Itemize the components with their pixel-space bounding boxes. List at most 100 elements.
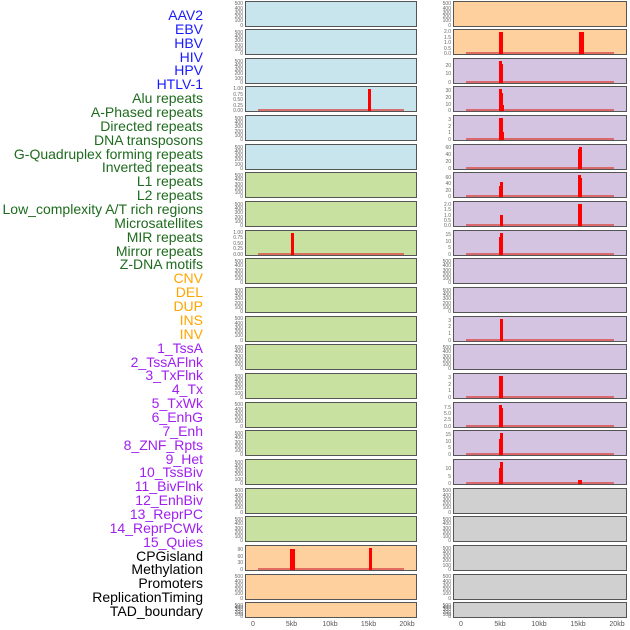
y-tick-label: 0 <box>448 394 451 401</box>
y-tick-label: 0 <box>240 595 243 602</box>
y-tick-label: 500 <box>234 173 243 180</box>
y-tick-label: 0 <box>448 337 451 344</box>
y-tick-label: 0 <box>448 566 451 573</box>
y-tick-label: 100 <box>234 333 243 340</box>
y-tick-label: 200 <box>234 128 243 135</box>
bar-mark <box>498 186 502 198</box>
y-tick-label: 100 <box>442 505 451 512</box>
y-tick-label: 400 <box>442 578 451 585</box>
track-panel <box>245 172 417 199</box>
y-tick-label: 15 <box>445 232 451 239</box>
y-tick-label: 200 <box>442 357 451 364</box>
track-label: HBV <box>174 34 203 51</box>
track-label: 2_TssAFlnk <box>130 353 203 370</box>
y-tick-label: 300 <box>442 496 451 503</box>
baseline-mark <box>465 52 615 55</box>
track-label: 4_Tx <box>171 381 203 398</box>
track-panel <box>245 458 417 485</box>
track-label: 12_EnhBiv <box>135 492 203 509</box>
track-panel <box>453 344 627 371</box>
track-label: Alu repeats <box>132 90 203 107</box>
y-tick-label: 300 <box>234 267 243 274</box>
y-tick-label: 0 <box>240 194 243 201</box>
baseline-mark <box>465 424 615 427</box>
bar-mark <box>498 439 502 456</box>
y-tick-label: 0 <box>240 394 243 401</box>
x-tick-label: 0 <box>251 621 255 628</box>
y-tick-label: 400 <box>234 463 243 470</box>
bar-mark <box>498 60 502 83</box>
y-tick-label: 1.0 <box>444 212 451 219</box>
baseline-mark <box>465 224 615 227</box>
bar-mark <box>498 404 502 427</box>
y-tick-label: 500 <box>234 1 243 8</box>
y-tick-label: 400 <box>234 177 243 184</box>
x-tick-label: 10kb <box>531 621 547 628</box>
y-tick-label: 400 <box>442 5 451 12</box>
y-tick-label: 500 <box>234 287 243 294</box>
y-tick-label: 100 <box>234 132 243 139</box>
y-tick-label: 0 <box>448 137 451 144</box>
y-tick-label: 500 <box>234 602 243 609</box>
bar-mark <box>498 89 502 112</box>
y-tick-label: 300 <box>234 210 243 217</box>
bar-mark <box>500 461 504 484</box>
y-tick-label: 2 <box>448 123 451 130</box>
y-tick-label: 300 <box>234 410 243 417</box>
y-tick-label: 0 <box>240 137 243 144</box>
y-tick-label: 300 <box>234 9 243 16</box>
y-tick-label: 100 <box>234 611 243 618</box>
track-panel <box>245 315 417 342</box>
y-tick-label: 200 <box>234 415 243 422</box>
track-label: 13_ReprPC <box>129 505 203 522</box>
y-tick-label: 400 <box>442 263 451 270</box>
y-tick-label: 300 <box>234 382 243 389</box>
y-tick-label: 0.0 <box>444 51 451 58</box>
y-tick-label: 500 <box>234 316 243 323</box>
bar-mark <box>290 548 294 570</box>
track-label: 9_Het <box>165 450 203 467</box>
track-panel <box>245 344 417 371</box>
y-tick-label: 0 <box>448 509 451 516</box>
track-panel <box>453 172 627 199</box>
y-tick-label: 300 <box>234 439 243 446</box>
y-tick-label: 0 <box>240 538 243 545</box>
track-panel <box>245 573 417 600</box>
y-tick-label: 1.0 <box>444 40 451 47</box>
track-panel <box>453 229 627 256</box>
track-panel <box>245 57 417 84</box>
y-tick-label: 0 <box>240 79 243 86</box>
x-tick-label: 10kb <box>322 621 338 628</box>
y-tick-label: 100 <box>234 46 243 53</box>
bar-mark <box>579 204 583 227</box>
bar-mark <box>498 237 502 255</box>
bar-mark <box>368 89 371 112</box>
track-label: HPV <box>174 62 203 79</box>
y-tick-label: 100 <box>234 448 243 455</box>
track-panel <box>453 430 627 457</box>
y-tick-label: 0 <box>240 165 243 172</box>
track-label: INV <box>179 325 203 342</box>
y-tick-label: 0 <box>448 595 451 602</box>
y-tick-label: 300 <box>234 67 243 74</box>
y-tick-label: 40 <box>445 152 451 159</box>
y-tick-label: 1.00 <box>233 229 243 236</box>
y-tick-label: 100 <box>234 362 243 369</box>
y-tick-label: 300 <box>234 153 243 160</box>
y-tick-label: 400 <box>234 62 243 69</box>
track-label: AAV2 <box>168 7 203 23</box>
y-tick-label: 60 <box>445 174 451 181</box>
baseline-mark <box>465 481 615 484</box>
track-label: Z-DNA motifs <box>119 256 203 273</box>
y-tick-label: 100 <box>234 190 243 197</box>
baseline-mark <box>257 252 405 255</box>
y-tick-label: 0 <box>240 566 243 573</box>
y-tick-label: 100 <box>234 75 243 82</box>
y-tick-label: 300 <box>234 496 243 503</box>
y-tick-label: 40 <box>445 181 451 188</box>
track-label: 7_Enh <box>162 422 203 439</box>
track-label: HIV <box>179 48 203 65</box>
y-tick-label: 300 <box>234 181 243 188</box>
baseline-mark <box>465 195 615 198</box>
y-tick-label: 500 <box>234 345 243 352</box>
